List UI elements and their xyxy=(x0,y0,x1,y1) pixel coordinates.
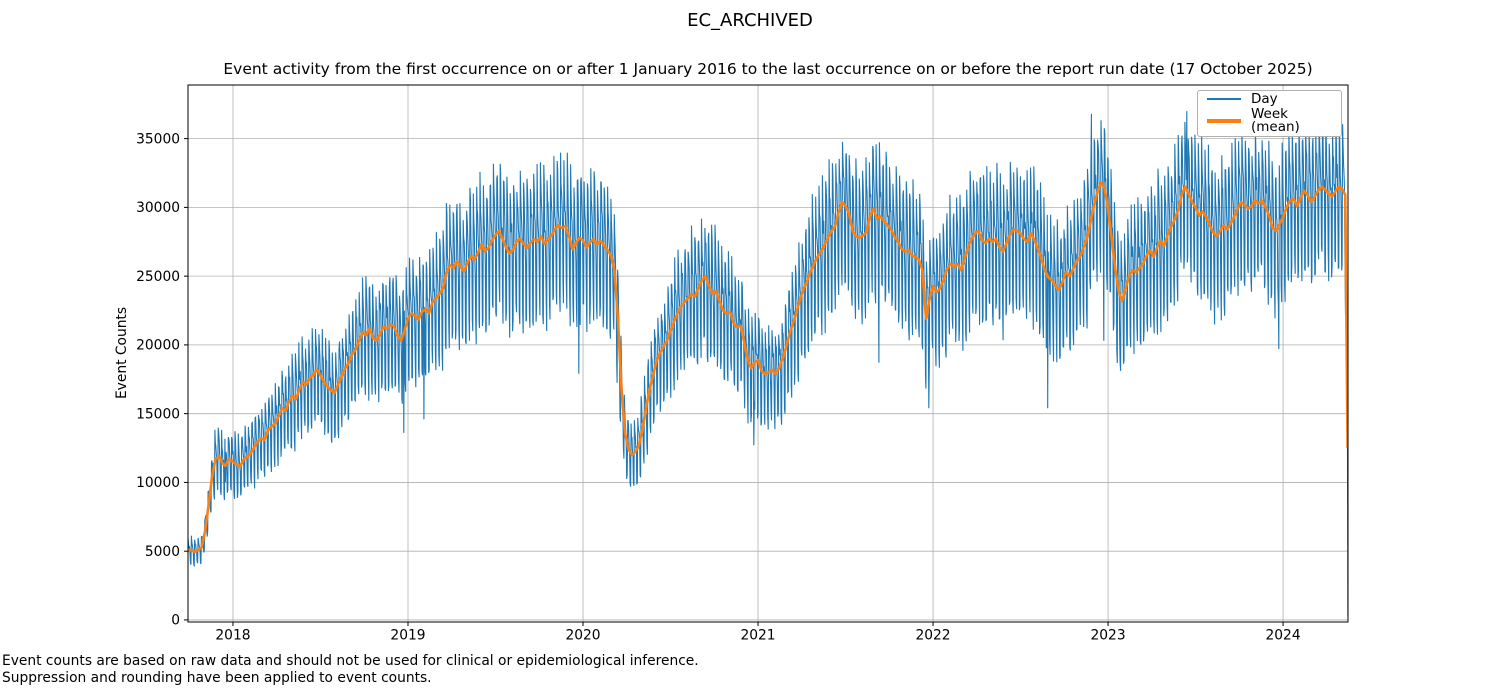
legend-day-label: Day xyxy=(1251,90,1278,107)
legend-day-line-swatch xyxy=(1207,98,1241,101)
legend: Day Week (mean) xyxy=(1197,90,1342,137)
y-tick-label-10000: 10000 xyxy=(136,475,180,491)
day-line xyxy=(188,111,1348,616)
x-tick-label-2024: 2024 xyxy=(1266,628,1301,644)
axis-ticks xyxy=(184,138,1284,626)
figure-title: EC_ARCHIVED xyxy=(687,10,813,31)
legend-item-week: Week (mean) xyxy=(1198,105,1341,135)
y-tick-label-15000: 15000 xyxy=(136,406,180,422)
footnote: Event counts are based on raw data and s… xyxy=(2,653,699,687)
x-tick-label-2021: 2021 xyxy=(740,628,775,644)
x-tick-label-2020: 2020 xyxy=(565,628,600,644)
legend-week-label: Week (mean) xyxy=(1251,105,1300,135)
y-tick-label-30000: 30000 xyxy=(136,200,180,216)
y-tick-label-5000: 5000 xyxy=(145,544,180,560)
x-tick-label-2022: 2022 xyxy=(915,628,950,644)
x-tick-label-2018: 2018 xyxy=(215,628,250,644)
y-tick-label-35000: 35000 xyxy=(136,131,180,147)
axes-title: Event activity from the first occurrence… xyxy=(223,60,1313,78)
x-tick-label-2023: 2023 xyxy=(1090,628,1125,644)
y-tick-label-0: 0 xyxy=(171,613,180,629)
legend-item-day: Day xyxy=(1198,90,1341,107)
y-tick-label-25000: 25000 xyxy=(136,269,180,285)
axes-spines xyxy=(187,84,1349,623)
footnote-line-2: Suppression and rounding have been appli… xyxy=(2,670,432,686)
x-tick-label-2019: 2019 xyxy=(390,628,425,644)
week-mean-line xyxy=(188,181,1348,554)
footnote-line-1: Event counts are based on raw data and s… xyxy=(2,653,699,669)
y-tick-label-20000: 20000 xyxy=(136,338,180,354)
axis-tick-labels: 2018 2019 2020 2021 2022 2023 2024 0 5000 10000 15… xyxy=(136,131,1301,643)
legend-week-line-swatch xyxy=(1207,119,1241,123)
series-lines xyxy=(188,111,1348,616)
